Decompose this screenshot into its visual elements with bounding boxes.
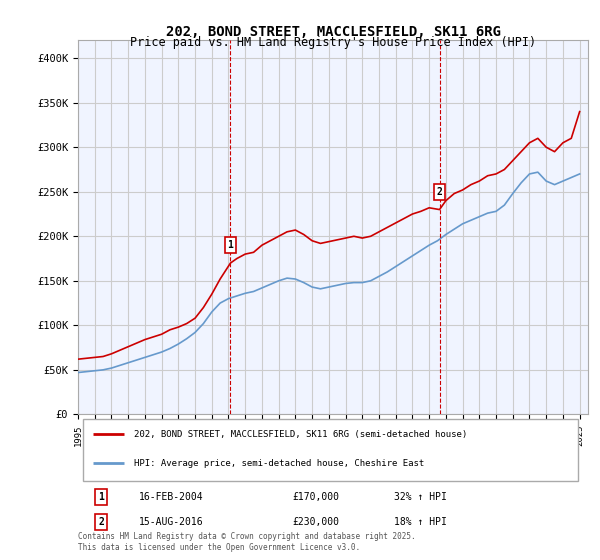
Text: 1: 1 — [227, 240, 233, 250]
Text: 16-FEB-2004: 16-FEB-2004 — [139, 492, 204, 502]
Text: £230,000: £230,000 — [292, 517, 339, 527]
Text: 32% ↑ HPI: 32% ↑ HPI — [394, 492, 447, 502]
Text: 2: 2 — [98, 517, 104, 527]
Text: 2: 2 — [437, 186, 442, 197]
FancyBboxPatch shape — [83, 419, 578, 481]
Text: £170,000: £170,000 — [292, 492, 339, 502]
Text: 18% ↑ HPI: 18% ↑ HPI — [394, 517, 447, 527]
Text: 202, BOND STREET, MACCLESFIELD, SK11 6RG: 202, BOND STREET, MACCLESFIELD, SK11 6RG — [166, 25, 500, 39]
Text: 202, BOND STREET, MACCLESFIELD, SK11 6RG (semi-detached house): 202, BOND STREET, MACCLESFIELD, SK11 6RG… — [134, 430, 467, 438]
Text: 15-AUG-2016: 15-AUG-2016 — [139, 517, 204, 527]
Text: Price paid vs. HM Land Registry's House Price Index (HPI): Price paid vs. HM Land Registry's House … — [130, 36, 536, 49]
Text: Contains HM Land Registry data © Crown copyright and database right 2025.
This d: Contains HM Land Registry data © Crown c… — [78, 532, 416, 552]
Text: 1: 1 — [98, 492, 104, 502]
Text: HPI: Average price, semi-detached house, Cheshire East: HPI: Average price, semi-detached house,… — [134, 459, 424, 468]
